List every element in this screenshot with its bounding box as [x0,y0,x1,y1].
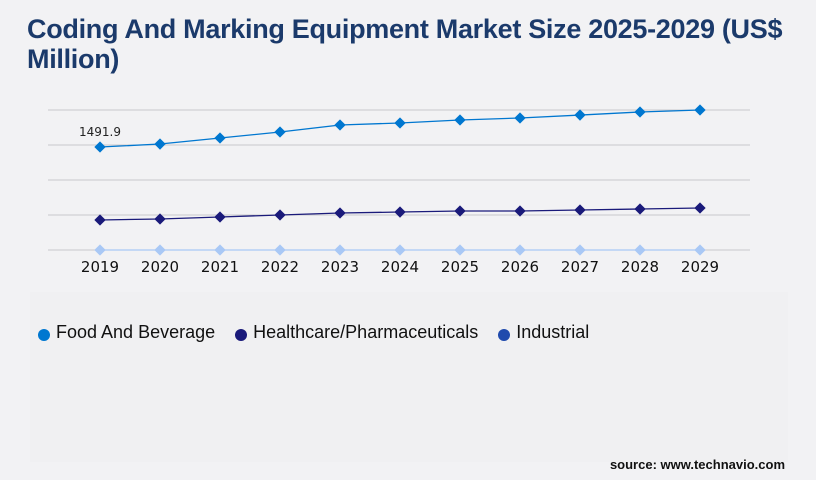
data-point [214,132,226,144]
legend-marker-icon [38,328,50,341]
data-point [334,119,346,131]
legend-marker-icon [498,328,511,341]
data-point [394,244,406,256]
data-point [694,244,706,256]
x-tick-label: 2028 [621,258,659,276]
background-panel [30,292,788,462]
legend-label: Industrial [516,322,590,342]
x-tick-label: 2024 [381,258,419,276]
data-point [334,244,346,256]
line-chart: 2019 2020 2021 2022 2023 2024 2025 2026 2027 2028… [48,104,750,276]
data-point [454,205,466,217]
data-point [274,209,286,221]
data-point [94,244,106,256]
data-point [694,202,706,214]
legend-label: Food And Beverage [56,322,216,342]
data-point [274,244,286,256]
data-point [694,104,706,116]
x-tick-label: 2026 [501,258,539,276]
data-point [514,112,526,124]
data-point [514,244,526,256]
legend: Food And Beverage Healthcare/Pharmaceutic… [38,322,609,343]
data-label: 1491.9 [79,125,121,139]
data-point [394,206,406,218]
x-tick-label: 2021 [201,258,239,276]
x-tick-label: 2027 [561,258,599,276]
x-tick-label: 2025 [441,258,479,276]
x-tick-label: 2029 [681,258,719,276]
legend-item: Industrial [498,322,589,343]
data-point [214,211,226,223]
data-point [154,213,166,225]
legend-item: Food And Beverage [38,322,215,343]
data-point [94,214,106,226]
data-point [214,244,226,256]
data-point [634,106,646,118]
data-point [154,244,166,256]
legend-item: Healthcare/Pharmaceuticals [235,322,478,343]
data-point [574,244,586,256]
data-point [574,109,586,121]
data-point [94,141,106,153]
x-tick-label: 2019 [81,258,119,276]
data-point [454,114,466,126]
data-point [514,205,526,217]
data-point [454,244,466,256]
data-point [574,204,586,216]
data-point [634,244,646,256]
data-point [154,138,166,150]
data-point [394,117,406,129]
data-point [334,207,346,219]
x-tick-label: 2020 [141,258,179,276]
data-point [274,126,286,138]
legend-marker-icon [235,328,248,341]
x-tick-label: 2022 [261,258,299,276]
source-text: source: www.technavio.com [609,457,785,472]
chart-title: Coding And Marking Equipment Market Size… [27,14,783,74]
x-tick-label: 2023 [321,258,359,276]
data-point [634,203,646,215]
legend-label: Healthcare/Pharmaceuticals [253,322,479,342]
